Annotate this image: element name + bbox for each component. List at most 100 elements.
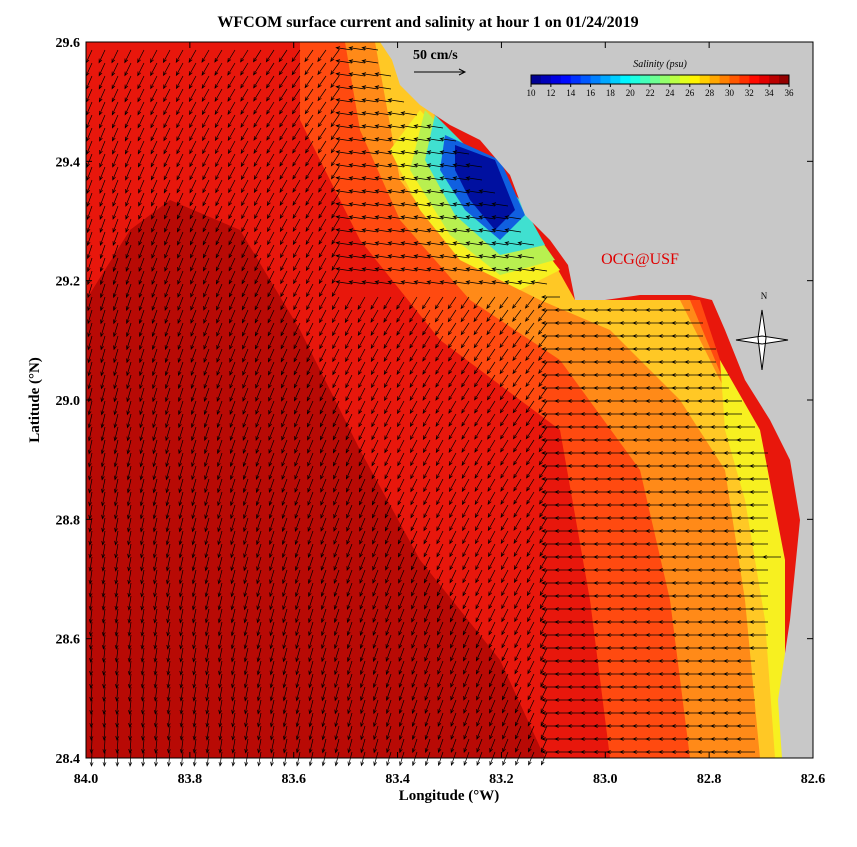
current-vector: [399, 738, 405, 754]
colorbar-cell: [689, 75, 701, 84]
current-vector: [113, 413, 119, 429]
current-vector: [178, 452, 184, 468]
current-vector: [282, 582, 288, 598]
current-vector: [474, 400, 483, 414]
current-vector: [218, 647, 223, 663]
current-vector: [177, 374, 184, 390]
colorbar-tick-label: 34: [765, 88, 775, 98]
current-vector: [486, 296, 496, 310]
colorbar-cell: [779, 75, 790, 84]
current-vector: [98, 75, 106, 90]
current-vector: [475, 608, 483, 623]
current-vector: [265, 49, 275, 63]
current-vector: [426, 137, 444, 142]
current-vector: [330, 88, 340, 102]
current-vector: [101, 634, 106, 650]
colorbar: 10 12 14 16 18 20 22 24 26 28 30 32 34 36: [527, 74, 794, 98]
current-vector: [215, 218, 223, 233]
current-vector: [320, 426, 327, 441]
current-vector: [294, 478, 301, 493]
current-vector: [319, 348, 327, 363]
current-vector: [332, 439, 340, 454]
current-vector: [332, 413, 340, 428]
current-vector: [387, 137, 405, 142]
current-vector: [335, 163, 353, 168]
current-vector: [166, 634, 171, 650]
current-vector: [385, 621, 392, 636]
current-vector: [217, 491, 223, 507]
current-vector: [87, 335, 93, 351]
current-vector: [255, 504, 262, 520]
current-vector: [255, 387, 262, 402]
current-vector: [487, 517, 496, 532]
current-vector: [409, 413, 418, 428]
current-vector: [306, 387, 314, 402]
current-vector: [189, 179, 197, 194]
current-vector: [333, 491, 340, 506]
current-vector: [361, 72, 379, 77]
current-vector: [374, 124, 392, 129]
current-vector: [254, 270, 262, 285]
current-vector: [215, 140, 223, 155]
current-vector: [86, 192, 93, 207]
current-vector: [190, 335, 197, 350]
current-vector: [102, 712, 107, 728]
current-vector: [255, 361, 262, 376]
current-vector: [178, 478, 184, 494]
current-vector: [359, 504, 366, 519]
current-vector: [243, 530, 249, 546]
current-vector: [240, 49, 249, 63]
current-vector: [192, 608, 197, 624]
current-vector: [423, 543, 431, 558]
current-vector: [334, 738, 340, 754]
current-vector: [152, 478, 158, 494]
current-vector: [411, 595, 418, 610]
current-vector: [166, 673, 171, 689]
current-vector: [512, 335, 522, 349]
current-vector: [383, 335, 392, 349]
current-vector: [242, 400, 249, 415]
current-vector: [513, 491, 522, 505]
current-vector: [214, 101, 223, 116]
current-vector: [241, 205, 249, 220]
current-vector: [178, 556, 184, 572]
current-vector: [370, 335, 379, 350]
current-vector: [164, 296, 171, 311]
current-vector: [127, 556, 132, 572]
current-vector: [361, 85, 379, 90]
current-vector: [525, 452, 535, 466]
current-vector: [87, 400, 93, 416]
current-vector: [138, 166, 145, 181]
current-vector: [396, 296, 405, 310]
current-vector: [125, 140, 132, 155]
current-vector: [151, 309, 158, 325]
current-vector: [254, 218, 262, 233]
current-vector: [409, 348, 418, 362]
current-vector: [319, 387, 327, 402]
current-vector: [346, 556, 353, 571]
current-vector: [387, 98, 405, 103]
current-vector: [527, 621, 535, 636]
current-vector: [253, 192, 262, 207]
current-vector: [439, 189, 457, 194]
current-vector: [346, 621, 353, 637]
current-vector: [501, 621, 509, 636]
current-vector: [332, 322, 340, 337]
current-vector: [189, 153, 197, 168]
current-vector: [332, 426, 340, 441]
current-vector: [319, 400, 327, 415]
current-vector: [295, 725, 301, 741]
current-vector: [475, 634, 483, 649]
current-vector: [166, 647, 171, 663]
current-vector: [217, 569, 223, 585]
current-vector: [242, 413, 249, 428]
current-vector: [150, 49, 158, 64]
current-vector: [475, 543, 483, 558]
current-vector: [218, 673, 223, 689]
current-vector: [488, 595, 496, 610]
current-vector: [348, 280, 366, 285]
current-vector: [435, 335, 444, 349]
current-vector: [191, 426, 197, 442]
current-vector: [386, 751, 392, 767]
current-vector: [269, 621, 275, 637]
